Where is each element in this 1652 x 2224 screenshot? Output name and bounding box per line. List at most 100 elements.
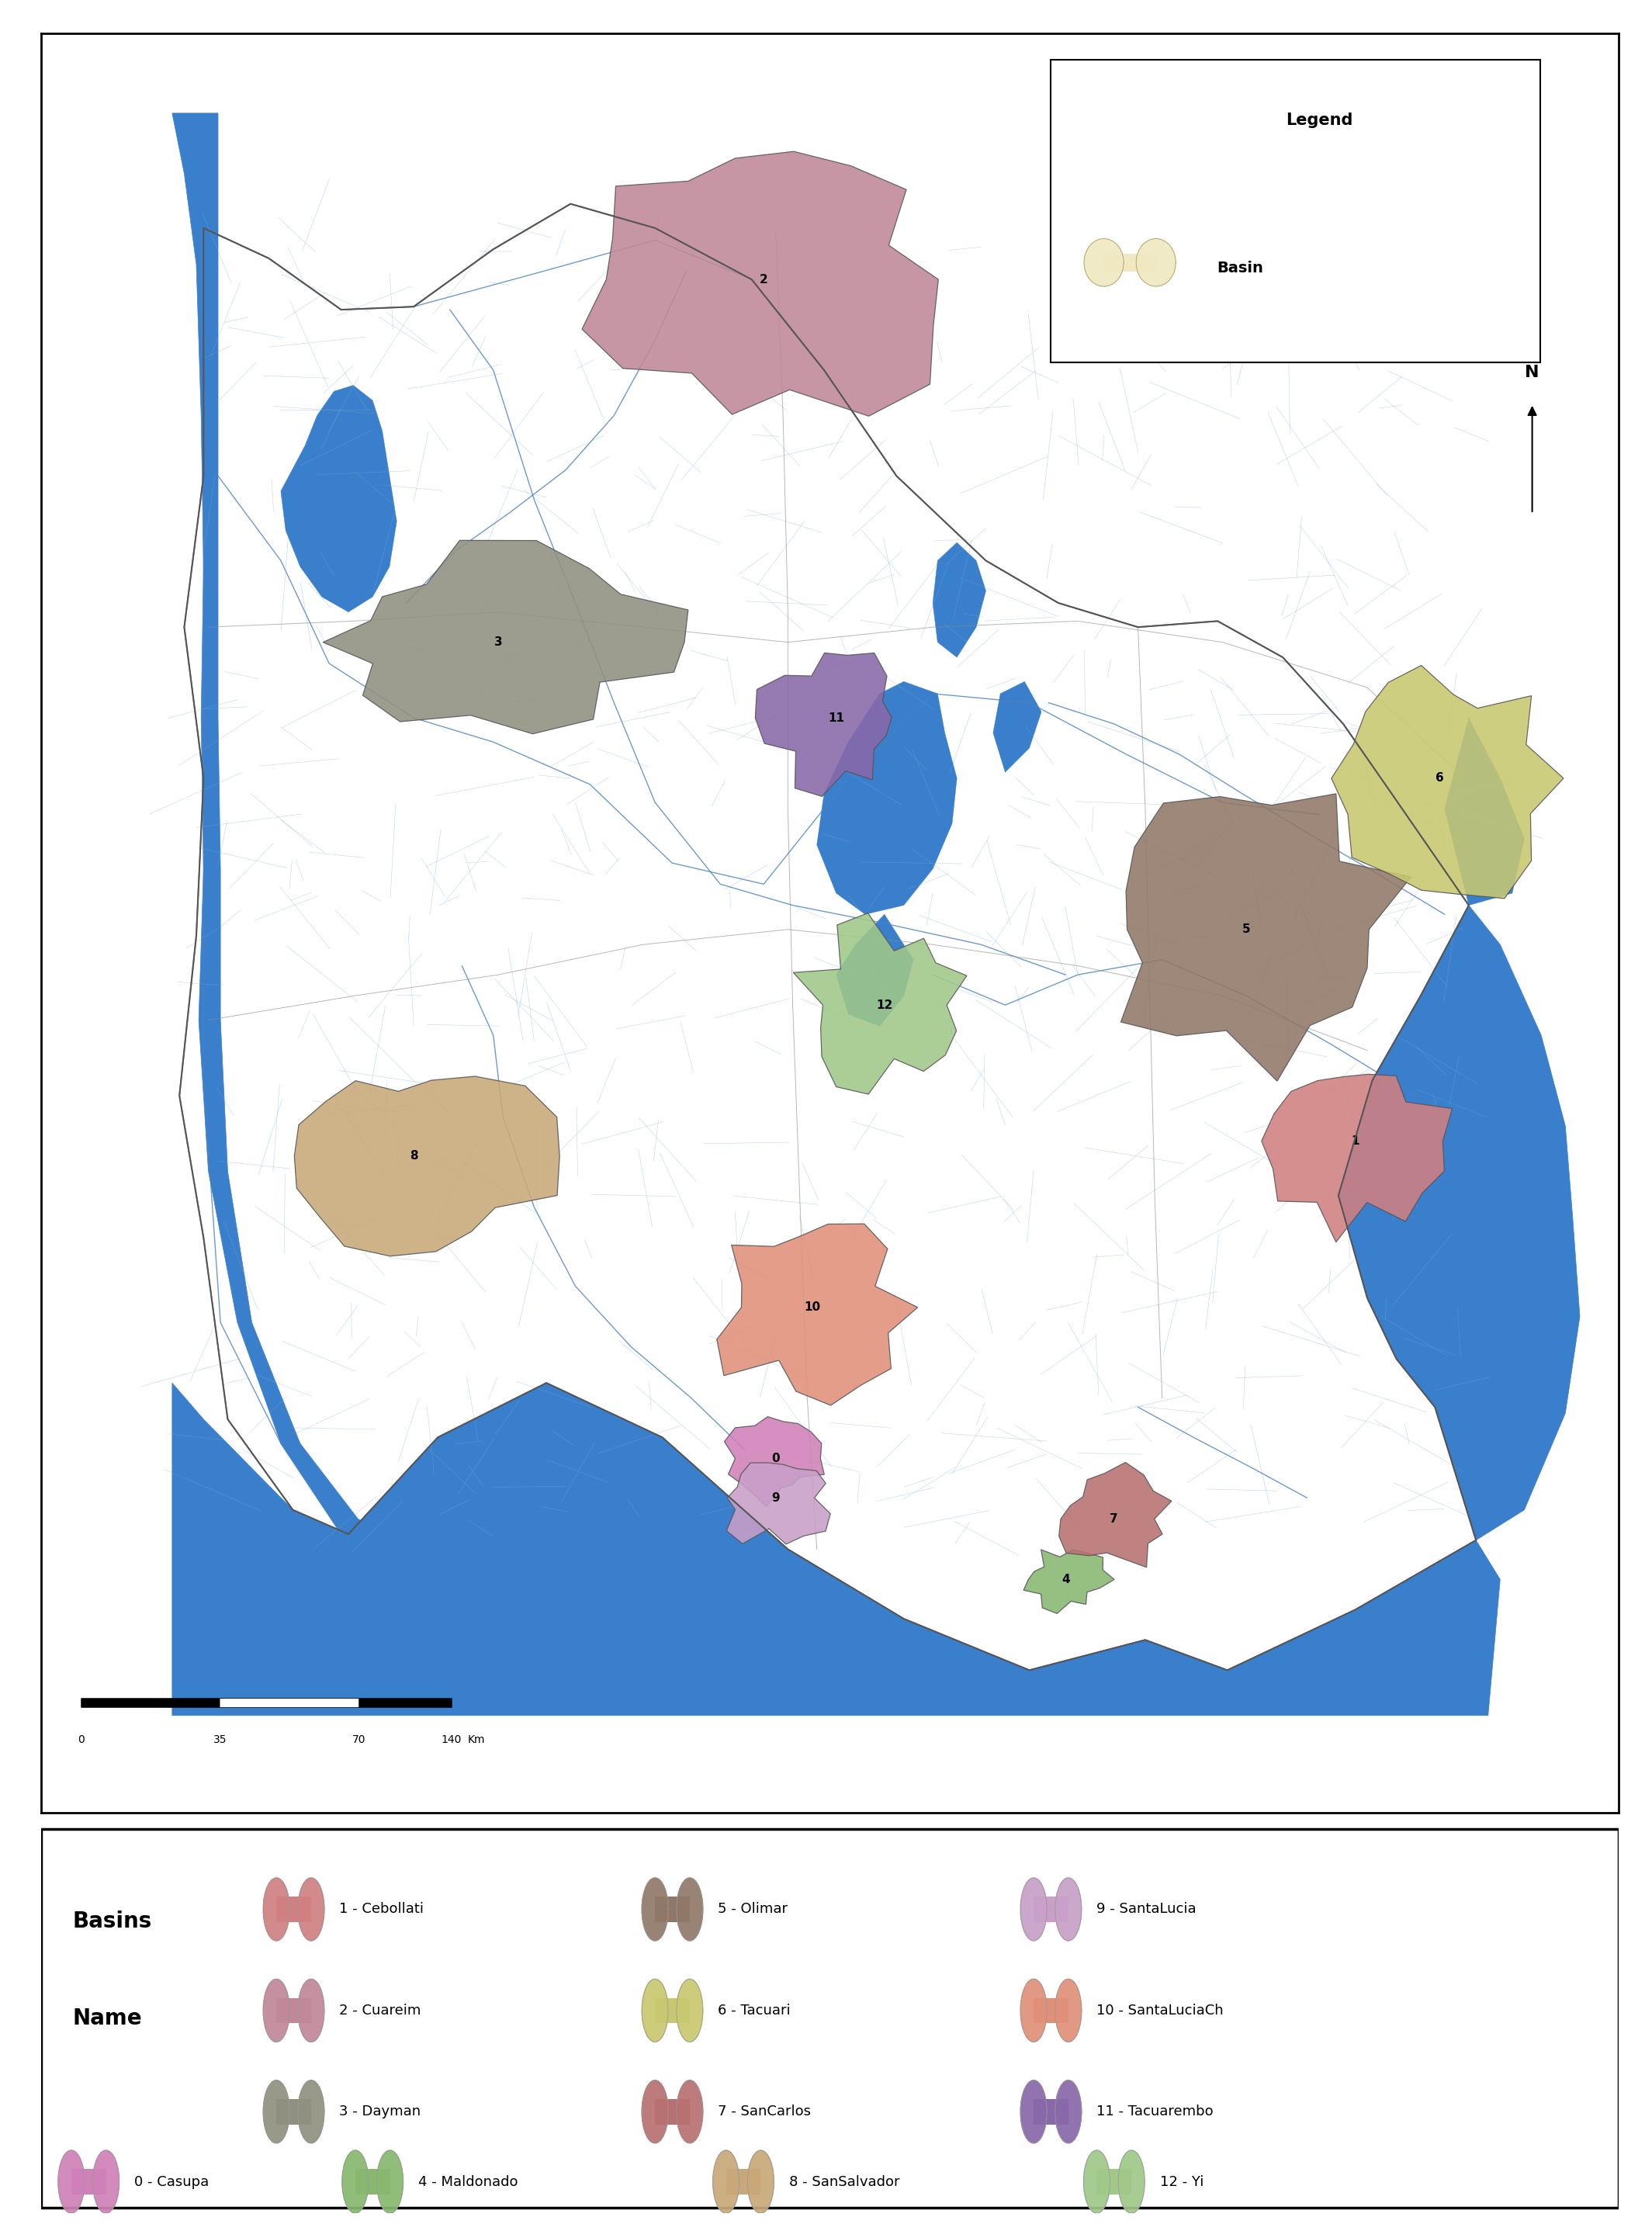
Text: 1: 1 [1351,1134,1360,1148]
Polygon shape [1262,1074,1452,1243]
Text: Name: Name [73,2008,142,2028]
Bar [654,1997,691,2024]
Polygon shape [727,1463,831,1543]
Polygon shape [1137,238,1176,287]
Polygon shape [1444,718,1525,905]
Text: 5: 5 [1242,923,1251,936]
Polygon shape [324,540,689,734]
Polygon shape [793,914,966,1094]
FancyBboxPatch shape [41,1828,1619,2208]
Bar [1034,2099,1069,2124]
Polygon shape [717,1223,919,1406]
Text: 9: 9 [771,1492,780,1503]
Text: 70: 70 [352,1735,365,1746]
Polygon shape [1120,794,1411,1081]
Polygon shape [1056,1877,1082,1942]
Polygon shape [58,2151,84,2213]
Polygon shape [643,1979,667,2042]
Text: 8: 8 [410,1150,418,1161]
Polygon shape [724,1417,824,1506]
Polygon shape [836,914,914,1025]
Polygon shape [377,2151,403,2213]
Polygon shape [1021,1979,1047,2042]
Bar [355,2168,390,2195]
Polygon shape [677,1979,702,2042]
Polygon shape [297,1877,324,1942]
Polygon shape [1056,1979,1082,2042]
Polygon shape [263,1979,289,2042]
Polygon shape [643,1877,667,1942]
Text: 4 - Maldonado: 4 - Maldonado [418,2175,519,2188]
Text: 2 - Cuareim: 2 - Cuareim [339,2004,421,2017]
Text: 3 - Dayman: 3 - Dayman [339,2104,421,2119]
Polygon shape [93,2151,119,2213]
Polygon shape [1084,2151,1110,2213]
Bar [276,1997,311,2024]
Polygon shape [816,681,957,914]
Text: 4: 4 [1062,1575,1069,1586]
Text: 2: 2 [760,274,768,285]
Polygon shape [297,1979,324,2042]
Polygon shape [281,385,396,612]
Text: 1 - Cebollati: 1 - Cebollati [339,1902,425,1917]
Text: 12 - Yi: 12 - Yi [1160,2175,1204,2188]
Text: 11: 11 [828,712,844,723]
Text: Basin: Basin [1216,260,1264,276]
Bar [654,2099,691,2124]
Text: N: N [1525,365,1540,380]
Text: 7: 7 [1110,1512,1118,1526]
Polygon shape [933,543,986,658]
Text: 140: 140 [441,1735,461,1746]
Text: 11 - Tacuarembo: 11 - Tacuarembo [1097,2104,1214,2119]
Polygon shape [172,113,396,1550]
Bar [1097,2168,1132,2195]
Text: 12: 12 [876,999,892,1012]
Polygon shape [263,1877,289,1942]
Text: 0: 0 [78,1735,84,1746]
Polygon shape [1084,238,1123,287]
Text: 9 - SantaLucia: 9 - SantaLucia [1097,1902,1196,1917]
Bar [654,1897,691,1922]
Polygon shape [297,2079,324,2144]
Polygon shape [1332,665,1563,898]
Polygon shape [1118,2151,1145,2213]
Text: 0: 0 [771,1452,780,1463]
Text: Km: Km [468,1735,484,1746]
Polygon shape [172,1383,1500,1715]
Bar [725,2168,760,2195]
Text: 7 - SanCarlos: 7 - SanCarlos [719,2104,811,2119]
Polygon shape [342,2151,368,2213]
Text: 8 - SanSalvador: 8 - SanSalvador [790,2175,900,2188]
Text: 35: 35 [213,1735,226,1746]
Polygon shape [677,1877,702,1942]
Polygon shape [993,681,1041,772]
Polygon shape [1021,2079,1047,2144]
Polygon shape [714,2151,738,2213]
Polygon shape [643,2079,667,2144]
Polygon shape [180,205,1475,1670]
Text: 6: 6 [1436,772,1444,785]
FancyBboxPatch shape [1051,60,1540,363]
Text: Legend: Legend [1285,113,1353,129]
Text: 10: 10 [805,1301,819,1312]
Bar [276,2099,311,2124]
Text: Basins: Basins [73,1910,152,1933]
Text: 6 - Tacuari: 6 - Tacuari [719,2004,791,2017]
Polygon shape [755,654,892,796]
Bar [1104,254,1156,271]
Polygon shape [1059,1463,1171,1568]
Bar [276,1897,311,1922]
Polygon shape [1338,905,1579,1541]
Bar [1034,1997,1069,2024]
Bar [71,2168,106,2195]
Polygon shape [1021,1877,1047,1942]
Polygon shape [294,1076,560,1257]
Polygon shape [748,2151,773,2213]
Bar [1034,1897,1069,1922]
Text: 10 - SantaLuciaCh: 10 - SantaLuciaCh [1097,2004,1224,2017]
Polygon shape [582,151,938,416]
Text: 3: 3 [494,636,502,647]
Polygon shape [263,2079,289,2144]
Polygon shape [1056,2079,1082,2144]
Text: 5 - Olimar: 5 - Olimar [719,1902,788,1917]
